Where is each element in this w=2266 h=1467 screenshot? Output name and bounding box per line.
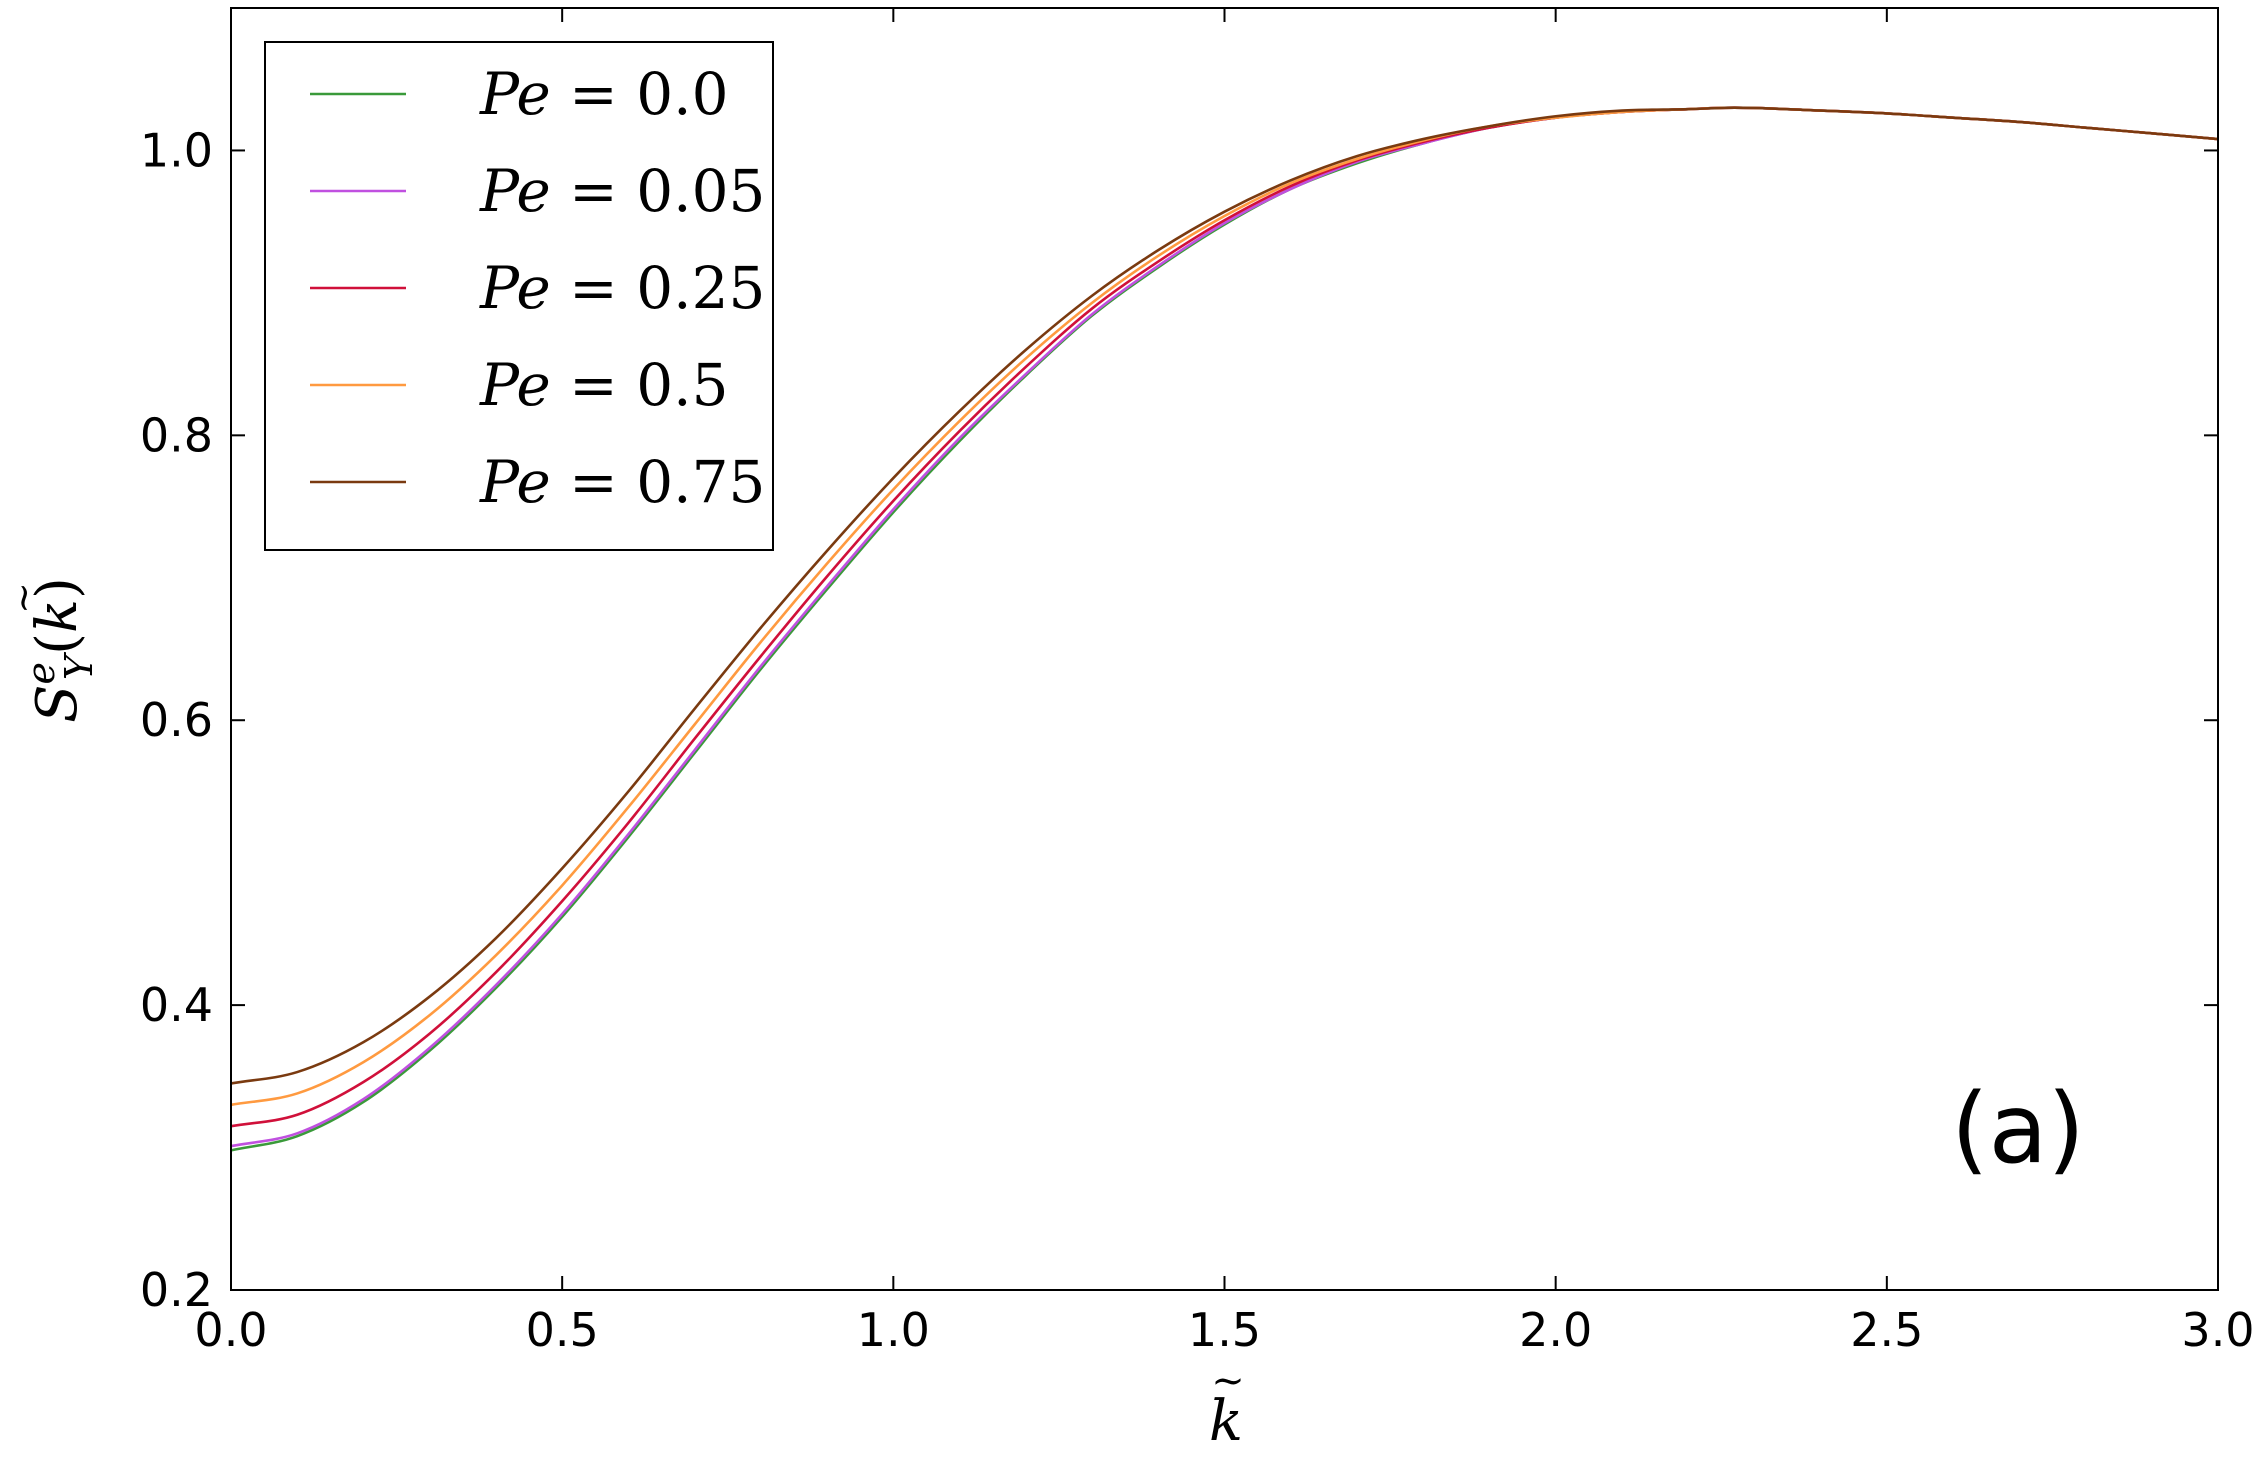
legend: Pe = 0.0 Pe = 0.05 Pe = 0.25 Pe = 0.5 Pe = 0… — [264, 41, 774, 551]
x-axis-label: k ~ — [1209, 1358, 1245, 1454]
x-tick-label: 0.5 — [526, 1303, 599, 1357]
legend-label-3: Pe = 0.5 — [479, 351, 728, 419]
svg-text:k: k — [1209, 1389, 1243, 1454]
svg-text:SeY(k): SeY(k) — [19, 577, 101, 723]
legend-label-2: Pe = 0.25 — [479, 254, 765, 322]
y-tick-label: 0.4 — [140, 978, 213, 1032]
legend-box — [264, 41, 774, 551]
x-tick-label: 1.0 — [857, 1303, 930, 1357]
x-tick-label: 2.0 — [1519, 1303, 1592, 1357]
x-tick-label: 1.5 — [1188, 1303, 1261, 1357]
x-tick-label: 3.0 — [2181, 1303, 2254, 1357]
svg-text:~: ~ — [1211, 1358, 1245, 1404]
legend-label-1: Pe = 0.05 — [479, 157, 765, 225]
y-axis-label: SeY(k) ~ — [1, 577, 101, 723]
y-tick-label: 1.0 — [140, 123, 213, 177]
ticks-layer: 0.0 0.5 1.0 1.5 2.0 2.5 3.0 0.2 0.4 0.6 0.8 1.0 — [140, 8, 2255, 1357]
series-layer — [230, 106, 2219, 1152]
x-tick-label: 0.0 — [194, 1303, 267, 1357]
legend-label-0: Pe = 0.0 — [479, 60, 728, 128]
series-line-4 — [230, 106, 2219, 1085]
svg-text:~: ~ — [1, 582, 45, 614]
y-tick-label: 0.2 — [140, 1263, 213, 1317]
x-tick-label: 2.5 — [1850, 1303, 1923, 1357]
legend-label-4: Pe = 0.75 — [479, 448, 765, 516]
y-tick-label: 0.6 — [140, 693, 213, 747]
y-tick-label: 0.8 — [140, 408, 213, 462]
panel-label: (a) — [1951, 1073, 2085, 1185]
